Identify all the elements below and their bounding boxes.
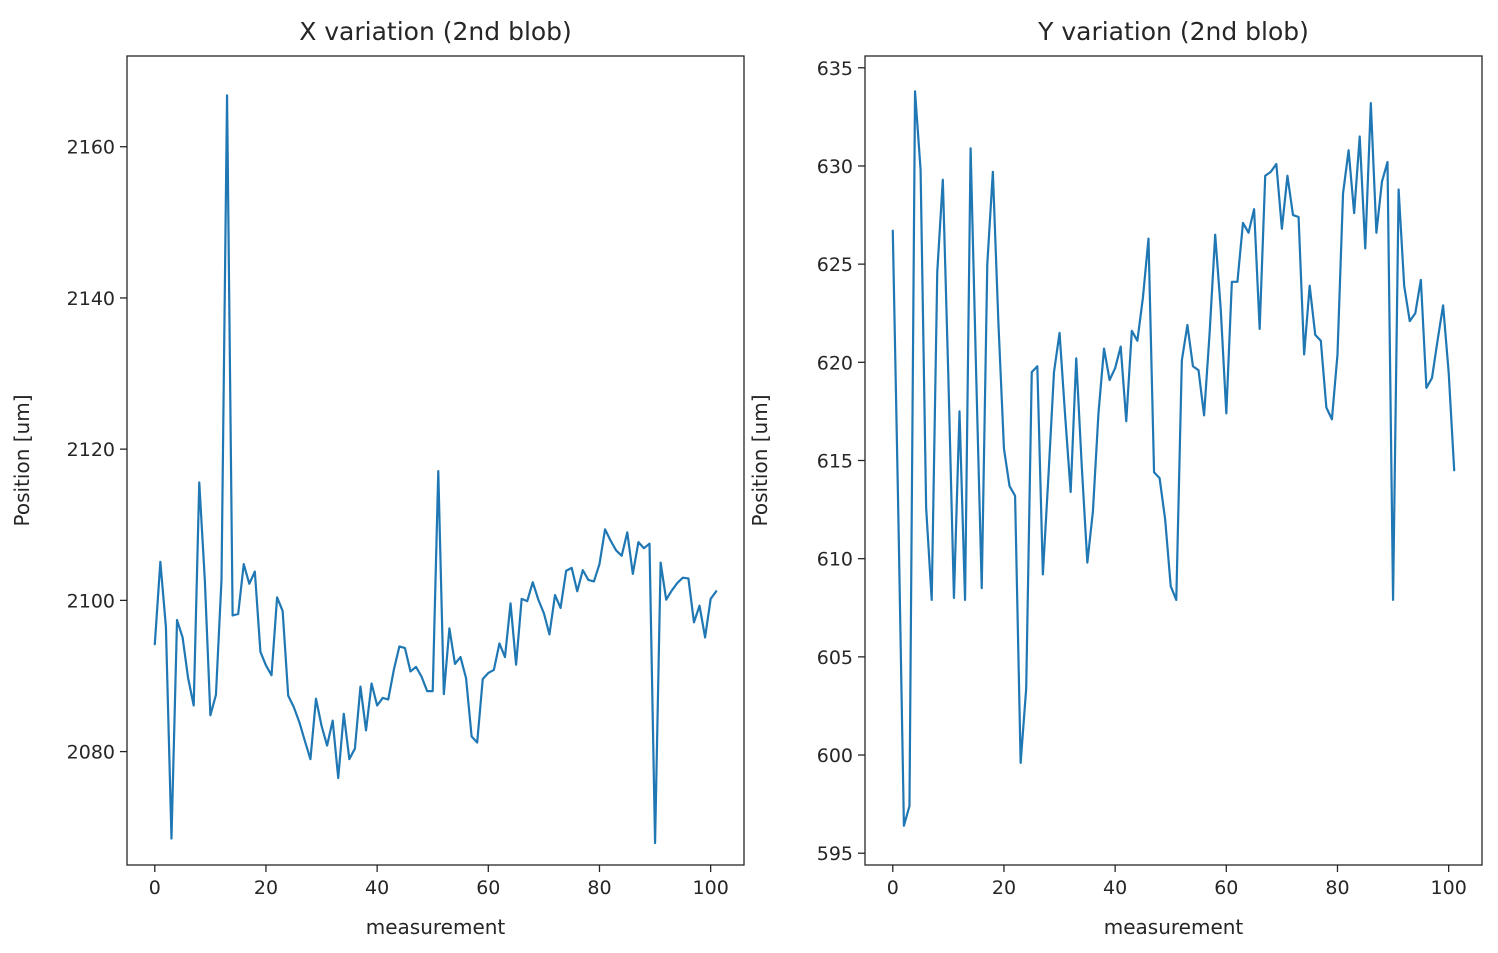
- y-axis-label: Position [um]: [10, 395, 34, 527]
- x-tick-label: 0: [887, 877, 899, 899]
- y-variation-chart: 0 20 40 60 80 100 595 600 605 610 615 620 625 630 635 Y…: [748, 17, 1483, 939]
- x-tick-label: 40: [1103, 877, 1127, 899]
- chart-title: Y variation (2nd blob): [1037, 17, 1309, 46]
- y-axis-label: Position [um]: [748, 395, 772, 527]
- y-tick-label: 620: [817, 352, 853, 374]
- x-variation-chart: 0 20 40 60 80 100 2080 2100 2120 2140 2160 X variat…: [10, 17, 745, 939]
- x-tick-label: 80: [587, 877, 611, 899]
- x-tick-label: 100: [1431, 877, 1467, 899]
- y-tick-label: 625: [817, 254, 853, 276]
- y-tick-label: 600: [817, 745, 853, 767]
- y-tick-label: 615: [817, 451, 853, 473]
- y-tick-label: 635: [817, 58, 853, 80]
- x-tick-label: 100: [693, 877, 729, 899]
- x-axis-label: measurement: [366, 915, 506, 939]
- x-tick-label: 60: [476, 877, 500, 899]
- x-tick-label: 20: [254, 877, 278, 899]
- series-line: [153, 94, 718, 845]
- y-tick-label: 595: [817, 843, 853, 865]
- x-tick-label: 60: [1214, 877, 1238, 899]
- x-axis-label: measurement: [1104, 915, 1244, 939]
- y-tick-label: 610: [817, 549, 853, 571]
- y-tick-label: 630: [817, 156, 853, 178]
- y-tick-label: 2160: [67, 137, 115, 159]
- x-tick-label: 40: [365, 877, 389, 899]
- x-tick-label: 0: [149, 877, 161, 899]
- y-tick-label: 2100: [67, 590, 115, 612]
- series-line: [891, 90, 1456, 827]
- y-tick-label: 2140: [67, 288, 115, 310]
- axes-frame: [126, 55, 745, 866]
- y-tick-label: 2080: [67, 742, 115, 764]
- y-tick-label: 605: [817, 647, 853, 669]
- x-tick-label: 20: [992, 877, 1016, 899]
- y-tick-label: 2120: [67, 439, 115, 461]
- x-tick-label: 80: [1325, 877, 1349, 899]
- chart-title: X variation (2nd blob): [299, 17, 572, 46]
